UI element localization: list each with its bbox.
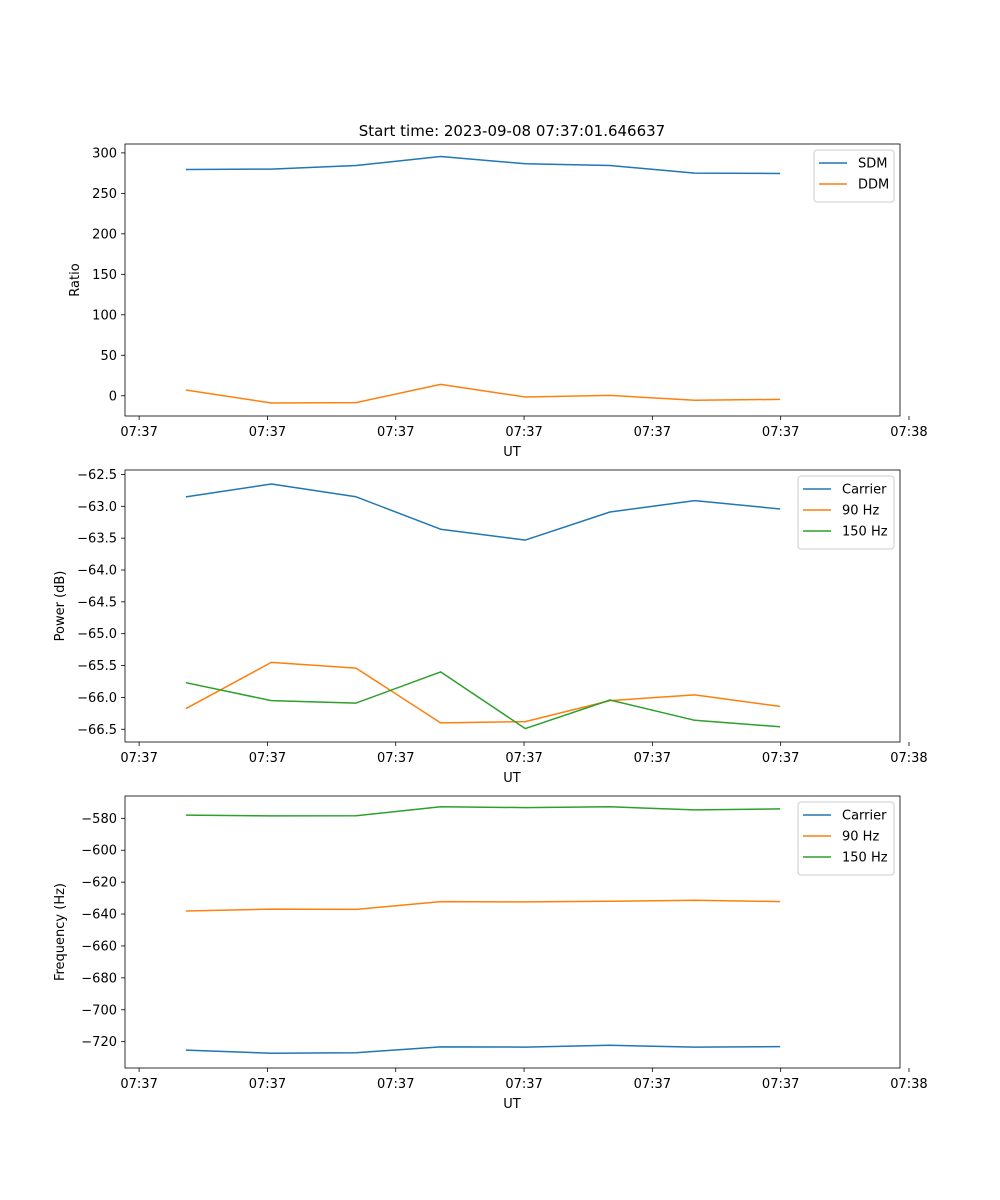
y-tick-label: −680 — [81, 971, 117, 986]
legend-label: DDM — [858, 178, 889, 193]
series-line-carrier — [185, 483, 781, 541]
y-tick-label: −62.5 — [77, 468, 117, 483]
x-tick-label: 07:37 — [505, 1077, 542, 1092]
y-axis-label: Frequency (Hz) — [53, 883, 68, 981]
x-tick-label: 07:38 — [890, 425, 927, 440]
legend-label: 150 Hz — [842, 525, 888, 540]
y-tick-label: 0 — [109, 389, 117, 404]
legend: Carrier 90 Hz 150 Hz — [797, 801, 895, 876]
subplot-2: 07:37 07:37 07:37 07:37 07:37 07:37 07:38 −66.5… — [53, 468, 928, 786]
x-axis-label: UT — [503, 771, 521, 786]
x-tick-label: 07:37 — [120, 425, 157, 440]
legend-label: SDM — [858, 157, 887, 172]
x-tick-label: 07:37 — [634, 425, 671, 440]
series-line-carrier — [185, 1044, 781, 1055]
x-tick-label: 07:37 — [377, 1077, 414, 1092]
x-tick-label: 07:37 — [762, 425, 799, 440]
y-tick-label: −66.0 — [77, 691, 117, 706]
y-tick-label: −640 — [81, 908, 117, 923]
y-tick-label: −660 — [81, 939, 117, 954]
x-tick-label: 07:37 — [377, 425, 414, 440]
axes-frame — [124, 143, 901, 417]
x-tick-label: 07:37 — [762, 751, 799, 766]
x-tick-label: 07:37 — [377, 751, 414, 766]
series-group — [185, 806, 781, 1055]
series-line-90-hz — [185, 899, 781, 912]
y-tick-label: −66.5 — [77, 723, 117, 738]
legend-label: 150 Hz — [842, 851, 888, 866]
x-tick-label: 07:37 — [120, 751, 157, 766]
x-tick-label: 07:37 — [762, 1077, 799, 1092]
x-tick-label: 07:37 — [120, 1077, 157, 1092]
y-axis-label: Power (dB) — [53, 571, 68, 642]
y-tick-label: −64.0 — [77, 564, 117, 579]
y-tick-label: −63.0 — [77, 500, 117, 515]
x-tick-label: 07:38 — [890, 751, 927, 766]
series-line-150-hz — [185, 806, 781, 817]
figure-title: Start time: 2023-09-08 07:37:01.646637 — [359, 122, 665, 140]
series-group — [185, 483, 781, 730]
subplots: 07:37 07:37 07:37 07:37 07:37 07:37 07:38 0 50 10… — [53, 143, 928, 1112]
axes-frame — [124, 795, 901, 1069]
x-tick-label: 07:37 — [634, 1077, 671, 1092]
x-axis-label: UT — [503, 1097, 521, 1112]
subplot-3: 07:37 07:37 07:37 07:37 07:37 07:37 07:38 −720 −… — [53, 795, 928, 1112]
y-tick-label: 250 — [92, 187, 117, 202]
series-line-ddm — [185, 383, 781, 404]
x-tick-label: 07:37 — [634, 751, 671, 766]
y-tick-label: 150 — [92, 268, 117, 283]
axes-frame — [124, 469, 901, 743]
y-tick-label: −620 — [81, 876, 117, 891]
y-tick-label: 100 — [92, 308, 117, 323]
x-tick-label: 07:37 — [249, 751, 286, 766]
legend-label: Carrier — [842, 483, 887, 498]
y-tick-label: −65.0 — [77, 627, 117, 642]
legend: SDM DDM — [813, 149, 895, 203]
legend-label: Carrier — [842, 809, 887, 824]
y-tick-label: −65.5 — [77, 659, 117, 674]
x-tick-label: 07:37 — [249, 1077, 286, 1092]
x-tick-label: 07:37 — [505, 751, 542, 766]
y-tick-label: 50 — [100, 349, 117, 364]
x-tick-label: 07:37 — [505, 425, 542, 440]
y-tick-label: −720 — [81, 1035, 117, 1050]
y-tick-label: −64.5 — [77, 595, 117, 610]
series-line-sdm — [185, 155, 781, 175]
legend-label: 90 Hz — [842, 830, 879, 845]
legend-label: 90 Hz — [842, 504, 879, 519]
legend: Carrier 90 Hz 150 Hz — [797, 475, 895, 550]
x-axis-label: UT — [503, 445, 521, 460]
series-group — [185, 155, 781, 404]
y-tick-label: −580 — [81, 812, 117, 827]
x-tick-label: 07:38 — [890, 1077, 927, 1092]
y-tick-label: −700 — [81, 1003, 117, 1018]
series-line-90-hz — [185, 661, 781, 724]
y-tick-label: 300 — [92, 146, 117, 161]
y-tick-label: −63.5 — [77, 532, 117, 547]
subplot-1: 07:37 07:37 07:37 07:37 07:37 07:37 07:38 0 50 10… — [68, 143, 928, 460]
series-line-150-hz — [185, 671, 781, 730]
y-axis-label: Ratio — [68, 263, 83, 296]
y-tick-label: 200 — [92, 227, 117, 242]
x-tick-label: 07:37 — [249, 425, 286, 440]
y-tick-label: −600 — [81, 844, 117, 859]
